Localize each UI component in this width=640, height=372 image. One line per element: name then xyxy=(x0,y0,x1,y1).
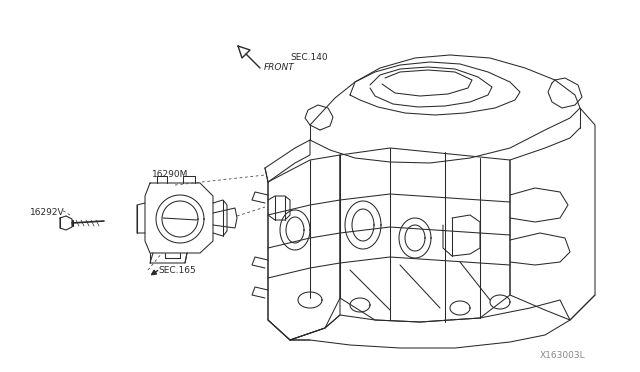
Text: FRONT: FRONT xyxy=(264,63,295,72)
Text: 16292V: 16292V xyxy=(30,208,65,217)
Text: SEC.165: SEC.165 xyxy=(158,266,196,275)
Text: X163003L: X163003L xyxy=(540,351,586,360)
Text: 16290M: 16290M xyxy=(152,170,188,179)
Text: SEC.140: SEC.140 xyxy=(290,53,328,62)
